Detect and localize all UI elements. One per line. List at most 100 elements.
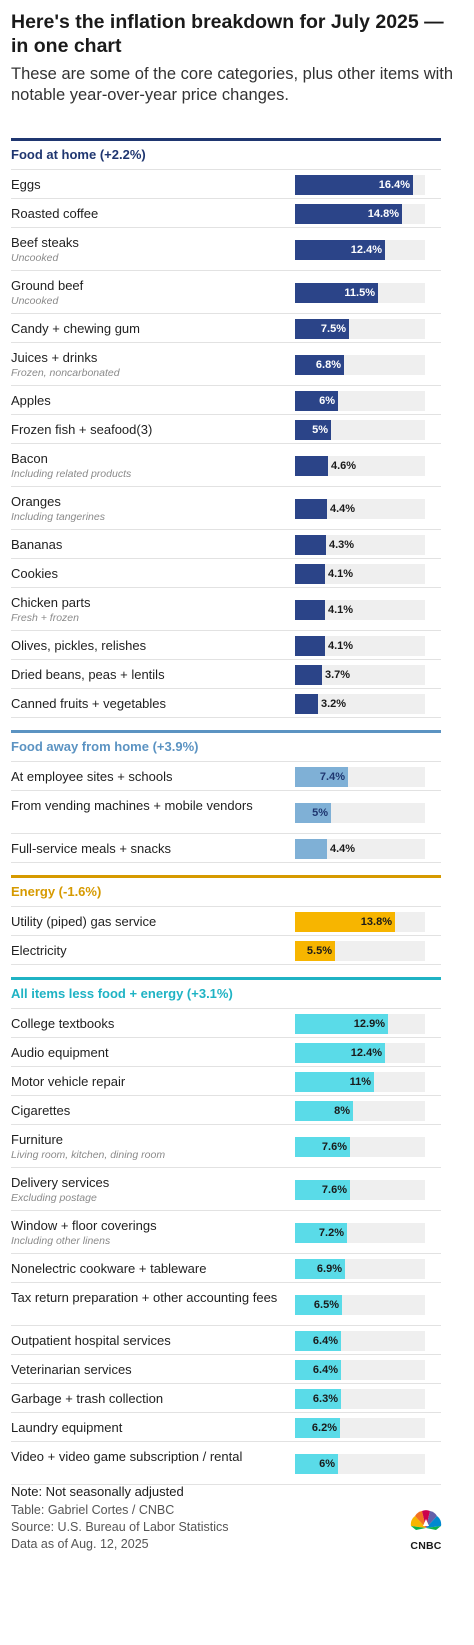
peacock-logo-icon xyxy=(410,1510,442,1530)
section-header: Food at home (+2.2%) xyxy=(11,138,441,169)
category-label: Laundry equipment xyxy=(11,1419,281,1436)
bar-track: 4.1% xyxy=(295,599,425,620)
category-name: Dried beans, peas + lentils xyxy=(11,667,165,682)
bar-value-label: 12.9% xyxy=(353,1017,385,1030)
category-name: Bananas xyxy=(11,537,63,552)
bar-value-label: 11.5% xyxy=(344,286,375,299)
category-label: Candy + chewing gum xyxy=(11,320,281,337)
bar xyxy=(295,1013,388,1034)
section-header: Energy (-1.6%) xyxy=(11,875,441,906)
bar-value-label: 7.6% xyxy=(321,1183,347,1196)
category-note: Fresh + frozen xyxy=(11,612,79,624)
category-note: Including other linens xyxy=(11,1235,111,1247)
bar-value-label: 6.5% xyxy=(313,1298,339,1311)
bar-track: 7.2% xyxy=(295,1222,425,1243)
category-note: Including related products xyxy=(11,468,132,480)
bar xyxy=(295,455,328,476)
bar-value-label: 6% xyxy=(319,1457,335,1470)
bar xyxy=(295,203,402,224)
bar-track: 3.2% xyxy=(295,693,425,714)
category-name: Oranges xyxy=(11,494,61,509)
bar-track: 4.3% xyxy=(295,534,425,555)
bar xyxy=(295,940,335,961)
bar xyxy=(295,664,322,685)
bar-track: 12.4% xyxy=(295,1042,425,1063)
bar-track: 6% xyxy=(295,1453,425,1474)
bar-track: 7.6% xyxy=(295,1136,425,1157)
chart-row: Utility (piped) gas service 13.8% xyxy=(11,906,441,935)
category-name: Frozen fish + seafood(3) xyxy=(11,422,153,437)
bar-track: 11.5% xyxy=(295,282,425,303)
chart-row: Dried beans, peas + lentils 3.7% xyxy=(11,659,441,688)
category-name: Bacon xyxy=(11,451,48,466)
bar xyxy=(295,1179,350,1200)
category-label: Utility (piped) gas service xyxy=(11,913,281,930)
category-label: Tax return preparation + other accountin… xyxy=(11,1289,281,1306)
category-name: Apples xyxy=(11,393,51,408)
bar xyxy=(295,838,327,859)
bar-value-label: 6.9% xyxy=(316,1262,342,1275)
bar-track: 7.6% xyxy=(295,1179,425,1200)
chart-row: Audio equipment 12.4% xyxy=(11,1037,441,1066)
bar-value-label: 4.4% xyxy=(330,842,356,855)
bar xyxy=(295,766,348,787)
category-name: At employee sites + schools xyxy=(11,769,173,784)
chart-row: Oranges Including tangerines 4.4% xyxy=(11,486,441,529)
bar-track: 13.8% xyxy=(295,911,425,932)
bar-value-label: 12.4% xyxy=(350,243,382,256)
chart-row: At employee sites + schools 7.4% xyxy=(11,761,441,790)
bar-track: 6% xyxy=(295,390,425,411)
chart-row: Veterinarian services 6.4% xyxy=(11,1354,441,1383)
bar xyxy=(295,1258,345,1279)
bar xyxy=(295,1100,353,1121)
bar xyxy=(295,1071,374,1092)
chart-row: Tax return preparation + other accountin… xyxy=(11,1282,441,1325)
bar-value-label: 5% xyxy=(312,423,328,436)
chart-row: Motor vehicle repair 11% xyxy=(11,1066,441,1095)
bar xyxy=(295,390,338,411)
category-label: At employee sites + schools xyxy=(11,768,281,785)
chart-section: Food away from home (+3.9%) At employee s… xyxy=(11,730,441,863)
bar-track: 3.7% xyxy=(295,664,425,685)
category-name: Audio equipment xyxy=(11,1045,109,1060)
chart-row: Canned fruits + vegetables 3.2% xyxy=(11,688,441,717)
category-name: Nonelectric cookware + tableware xyxy=(11,1261,207,1276)
bar xyxy=(295,911,395,932)
chart-row: Beef steaks Uncooked 12.4% xyxy=(11,227,441,270)
bar-track: 6.9% xyxy=(295,1258,425,1279)
chart-row: Outpatient hospital services 6.4% xyxy=(11,1325,441,1354)
chart-row: Electricity 5.5% xyxy=(11,935,441,964)
category-label: Furniture Living room, kitchen, dining ro… xyxy=(11,1131,281,1162)
bar xyxy=(295,1136,350,1157)
bar xyxy=(295,1359,341,1380)
chart-row: Juices + drinks Frozen, noncarbonated 6.8% xyxy=(11,342,441,385)
category-label: Veterinarian services xyxy=(11,1361,281,1378)
bar xyxy=(295,318,349,339)
chart-row: Cookies 4.1% xyxy=(11,558,441,587)
chart-section: Food at home (+2.2%) Eggs 16.4% Roasted cof… xyxy=(11,138,441,718)
bar-value-label: 13.8% xyxy=(360,915,392,928)
bar-value-label: 4.4% xyxy=(330,502,356,515)
chart-row: Laundry equipment 6.2% xyxy=(11,1412,441,1441)
category-name: Ground beef xyxy=(11,278,84,293)
category-label: Apples xyxy=(11,392,281,409)
category-note: Frozen, noncarbonated xyxy=(11,367,120,379)
section-header: Food away from home (+3.9%) xyxy=(11,730,441,761)
bar-value-label: 4.6% xyxy=(331,459,357,472)
chart-footer: Note: Not seasonally adjusted Table: Gab… xyxy=(11,1483,466,1553)
category-name: Candy + chewing gum xyxy=(11,321,140,336)
bar xyxy=(295,282,378,303)
chart-row: Delivery services Excluding postage 7.6% xyxy=(11,1167,441,1210)
category-label: Nonelectric cookware + tableware xyxy=(11,1260,281,1277)
footer-note: Note: Not seasonally adjusted xyxy=(11,1484,184,1499)
category-name: College textbooks xyxy=(11,1016,115,1031)
bar xyxy=(295,693,318,714)
bar-track: 6.4% xyxy=(295,1330,425,1351)
category-label: Chicken parts Fresh + frozen xyxy=(11,594,281,625)
category-name: Video + video game subscription / rental xyxy=(11,1449,243,1464)
category-label: Bacon Including related products xyxy=(11,450,281,481)
bar-track: 4.4% xyxy=(295,498,425,519)
category-name: From vending machines + mobile vendors xyxy=(11,798,253,813)
category-name: Veterinarian services xyxy=(11,1362,132,1377)
category-label: Audio equipment xyxy=(11,1044,281,1061)
